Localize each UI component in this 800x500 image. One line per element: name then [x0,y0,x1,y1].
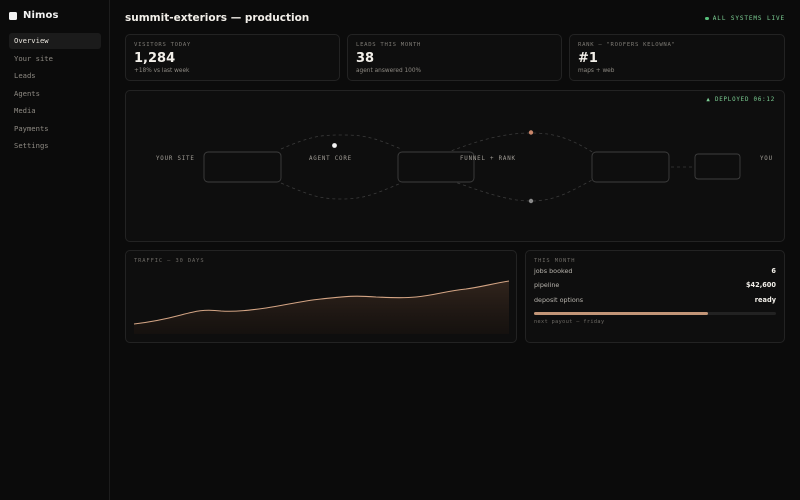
brand[interactable]: Nimos [9,10,59,21]
this-month-label: THIS MONTH [534,258,576,264]
connection-line [445,132,595,154]
month-row-jobs: jobs booked 6 [534,266,776,276]
stat-card-rank[interactable]: RANK — "ROOFERS KELOWNA" #1 maps + web [569,34,785,81]
deployed-status: ▲ DEPLOYED 06:12 [706,97,775,103]
system-status: ALL SYSTEMS LIVE [705,15,785,22]
system-status-text: ALL SYSTEMS LIVE [712,15,785,22]
pulse-dot-accent [528,130,534,135]
payout-text: next payout — friday [534,319,605,325]
month-value: ready [754,296,776,304]
month-key: deposit options [534,296,584,304]
traffic-area [134,281,509,334]
month-row-pipeline: pipeline $42,600 [534,280,776,290]
traffic-label: TRAFFIC — 30 DAYS [134,258,205,264]
node-your-site [203,151,282,183]
node-agent-core [397,151,475,183]
stat-value: 1,284 [134,51,176,66]
status-dot-icon [705,16,709,21]
sidebar-item-payments[interactable]: Payments [14,123,49,133]
connection-line [280,134,402,150]
label-your-site: YOUR SITE [156,156,195,162]
label-you: YOU [760,156,773,162]
traffic-line [133,280,510,325]
node-funnel-rank [591,151,670,183]
sidebar-item-agents[interactable]: Agents [14,88,40,98]
month-value: 6 [771,267,776,275]
stat-card-leads[interactable]: LEADS THIS MONTH 38 agent answered 100% [347,34,562,81]
this-month-card: THIS MONTH jobs booked 6 pipeline $42,60… [525,250,785,343]
sidebar-nav: Overview Your site Leads Agents Media Pa… [9,33,101,156]
brand-name: Nimos [23,10,59,21]
stat-sub: maps + web [578,68,615,74]
page-title: summit-exteriors — production [125,12,310,24]
stat-value: 38 [356,51,375,66]
square-logo-icon [9,11,17,20]
stat-sub: +18% vs last week [134,68,190,74]
pulse-dot-gray [528,198,534,204]
label-agent-core: AGENT CORE [309,156,352,162]
month-key: pipeline [534,281,560,289]
label-funnel-rank: FUNNEL + RANK [460,156,516,162]
sidebar-item-settings[interactable]: Settings [14,141,49,150]
stat-label: RANK — "ROOFERS KELOWNA" [578,42,676,48]
connection-line [280,182,402,200]
month-value: $42,600 [745,281,776,289]
month-row-deposit: deposit options ready [534,295,776,305]
sidebar: Nimos Overview Your site Leads Agents Me… [0,0,110,500]
connection-line [445,178,595,202]
pipeline-diagram: ▲ DEPLOYED 06:12 YOUR SITE AGENT CORE FU… [125,90,785,242]
payout-progress [534,312,776,315]
sidebar-item-overview[interactable]: Overview [9,33,101,49]
stat-sub: agent answered 100% [356,68,422,74]
node-you [694,153,741,180]
stat-card-visitors[interactable]: VISITORS TODAY 1,284 +18% vs last week [125,34,340,81]
pipeline-diagram-svg [203,130,741,204]
traffic-card: TRAFFIC — 30 DAYS [125,250,517,343]
stat-label: LEADS THIS MONTH [356,42,422,48]
sidebar-item-your-site[interactable]: Your site [14,53,53,63]
payout-progress-fill [534,312,709,315]
sidebar-item-media[interactable]: Media [14,106,36,115]
traffic-chart [133,280,510,334]
sidebar-item-leads[interactable]: Leads [14,71,36,80]
pulse-dot-white [332,143,337,148]
month-key: jobs booked [534,267,573,275]
stat-label: VISITORS TODAY [134,42,191,48]
stat-value: #1 [578,51,598,66]
